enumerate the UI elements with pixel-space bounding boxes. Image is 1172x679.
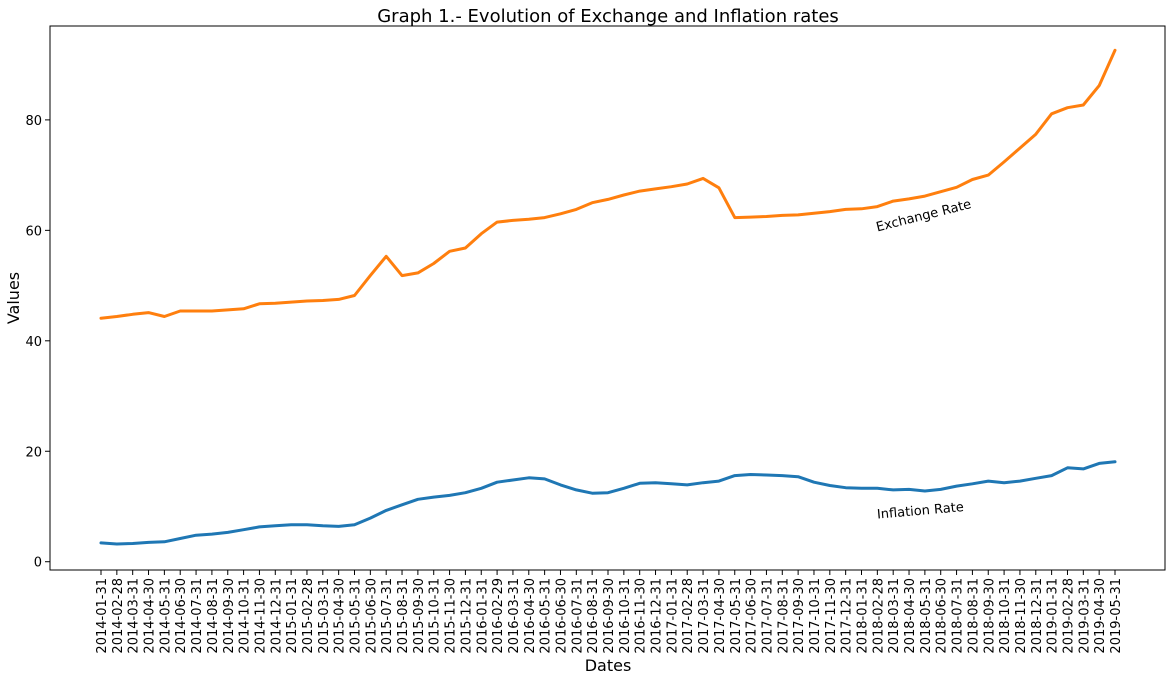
x-tick-label: 2015-11-30 [444,578,459,654]
y-tick-label: 80 [25,114,42,129]
x-tick-label: 2015-03-31 [317,578,332,654]
x-tick-label: 2018-01-31 [856,578,871,654]
x-tick-label: 2018-10-31 [998,578,1013,654]
x-tick-label: 2014-04-30 [143,578,158,654]
annotation-label: Inflation Rate [876,500,964,523]
y-tick-label: 40 [25,335,42,350]
x-tick-label: 2017-09-30 [792,578,807,654]
x-axis-label: Dates [585,656,632,675]
series-line-inflation-rate [99,460,1117,546]
x-tick-label: 2014-09-30 [222,578,237,654]
x-tick-label: 2016-12-31 [650,578,665,654]
x-tick-label: 2015-01-31 [285,578,300,654]
y-tick-label: 0 [34,556,42,571]
x-tick-label: 2015-07-31 [380,578,395,654]
y-tick-label: 60 [25,224,42,239]
x-tick-label: 2017-06-30 [745,578,760,654]
x-tick-label: 2016-07-31 [570,578,585,654]
x-tick-label: 2016-06-30 [554,578,569,654]
x-tick-label: 2019-03-31 [1077,578,1092,654]
x-tick-label: 2019-02-28 [1061,578,1076,654]
x-tick-label: 2015-12-31 [459,578,474,654]
x-tick-label: 2014-03-31 [127,578,142,654]
x-tick-label: 2018-07-31 [951,578,966,654]
x-tick-label: 2014-10-31 [238,578,253,654]
x-tick-label: 2018-12-31 [1030,578,1045,654]
x-tick-label: 2015-10-31 [428,578,443,654]
x-tick-label: 2016-10-31 [618,578,633,654]
x-tick-label: 2015-02-28 [301,578,316,654]
x-tick-label: 2015-09-30 [412,578,427,654]
x-tick-label: 2017-10-31 [808,578,823,654]
x-tick-label: 2016-08-31 [586,578,601,654]
x-tick-label: 2015-06-30 [364,578,379,654]
y-tick-label: 20 [25,445,42,460]
x-tick-label: 2016-03-31 [507,578,522,654]
x-tick-label: 2018-05-31 [919,578,934,654]
series-layer [99,48,1117,546]
x-tick-label: 2017-11-30 [824,578,839,654]
x-tick-label: 2018-08-31 [966,578,981,654]
x-tick-label: 2019-05-31 [1109,578,1124,654]
x-tick-label: 2018-02-28 [871,578,886,654]
x-tick-label: 2014-11-30 [253,578,268,654]
x-tick-label: 2017-05-31 [729,578,744,654]
y-axis: 0 20 40 60 80 [25,114,50,571]
x-tick-label: 2014-08-31 [206,578,221,654]
x-tick-label: 2017-08-31 [776,578,791,654]
x-tick-label: 2016-05-31 [539,578,554,654]
plot-frame [49,25,1166,571]
x-tick-label: 2017-07-31 [760,578,775,654]
chart-title: Graph 1.- Evolution of Exchange and Infl… [377,6,839,27]
x-tick-label: 2014-06-30 [174,578,189,654]
x-tick-label: 2018-09-30 [982,578,997,654]
x-tick-label: 2015-05-31 [349,578,364,654]
x-tick-label: 2019-01-31 [1046,578,1061,654]
x-tick-label: 2016-01-31 [475,578,490,654]
x-tick-label: 2018-06-30 [935,578,950,654]
series-line-exchange-rate [99,48,1117,320]
x-tick-label: 2015-04-30 [333,578,348,654]
x-tick-label: 2017-12-31 [840,578,855,654]
x-tick-label: 2018-03-31 [887,578,902,654]
x-tick-label: 2019-04-30 [1093,578,1108,654]
y-axis-label: Values [4,272,23,324]
x-tick-label: 2016-02-29 [491,578,506,654]
x-tick-label: 2014-05-31 [158,578,173,654]
x-tick-label: 2017-02-28 [681,578,696,654]
x-tick-label: 2017-03-31 [697,578,712,654]
x-axis: 2014-01-31 2014-02-28 2014-03-31 2014-04-30… [95,570,1124,654]
x-tick-label: 2014-12-31 [269,578,284,654]
x-tick-label: 2015-08-31 [396,578,411,654]
x-tick-label: 2014-01-31 [95,578,110,654]
x-tick-label: 2018-04-30 [903,578,918,654]
x-tick-label: 2016-11-30 [634,578,649,654]
x-tick-label: 2018-11-30 [1014,578,1029,654]
x-tick-label: 2016-04-30 [523,578,538,654]
x-tick-label: 2016-09-30 [602,578,617,654]
x-tick-label: 2014-02-28 [111,578,126,654]
x-tick-label: 2014-07-31 [190,578,205,654]
x-tick-label: 2017-04-30 [713,578,728,654]
x-tick-label: 2017-01-31 [665,578,680,654]
